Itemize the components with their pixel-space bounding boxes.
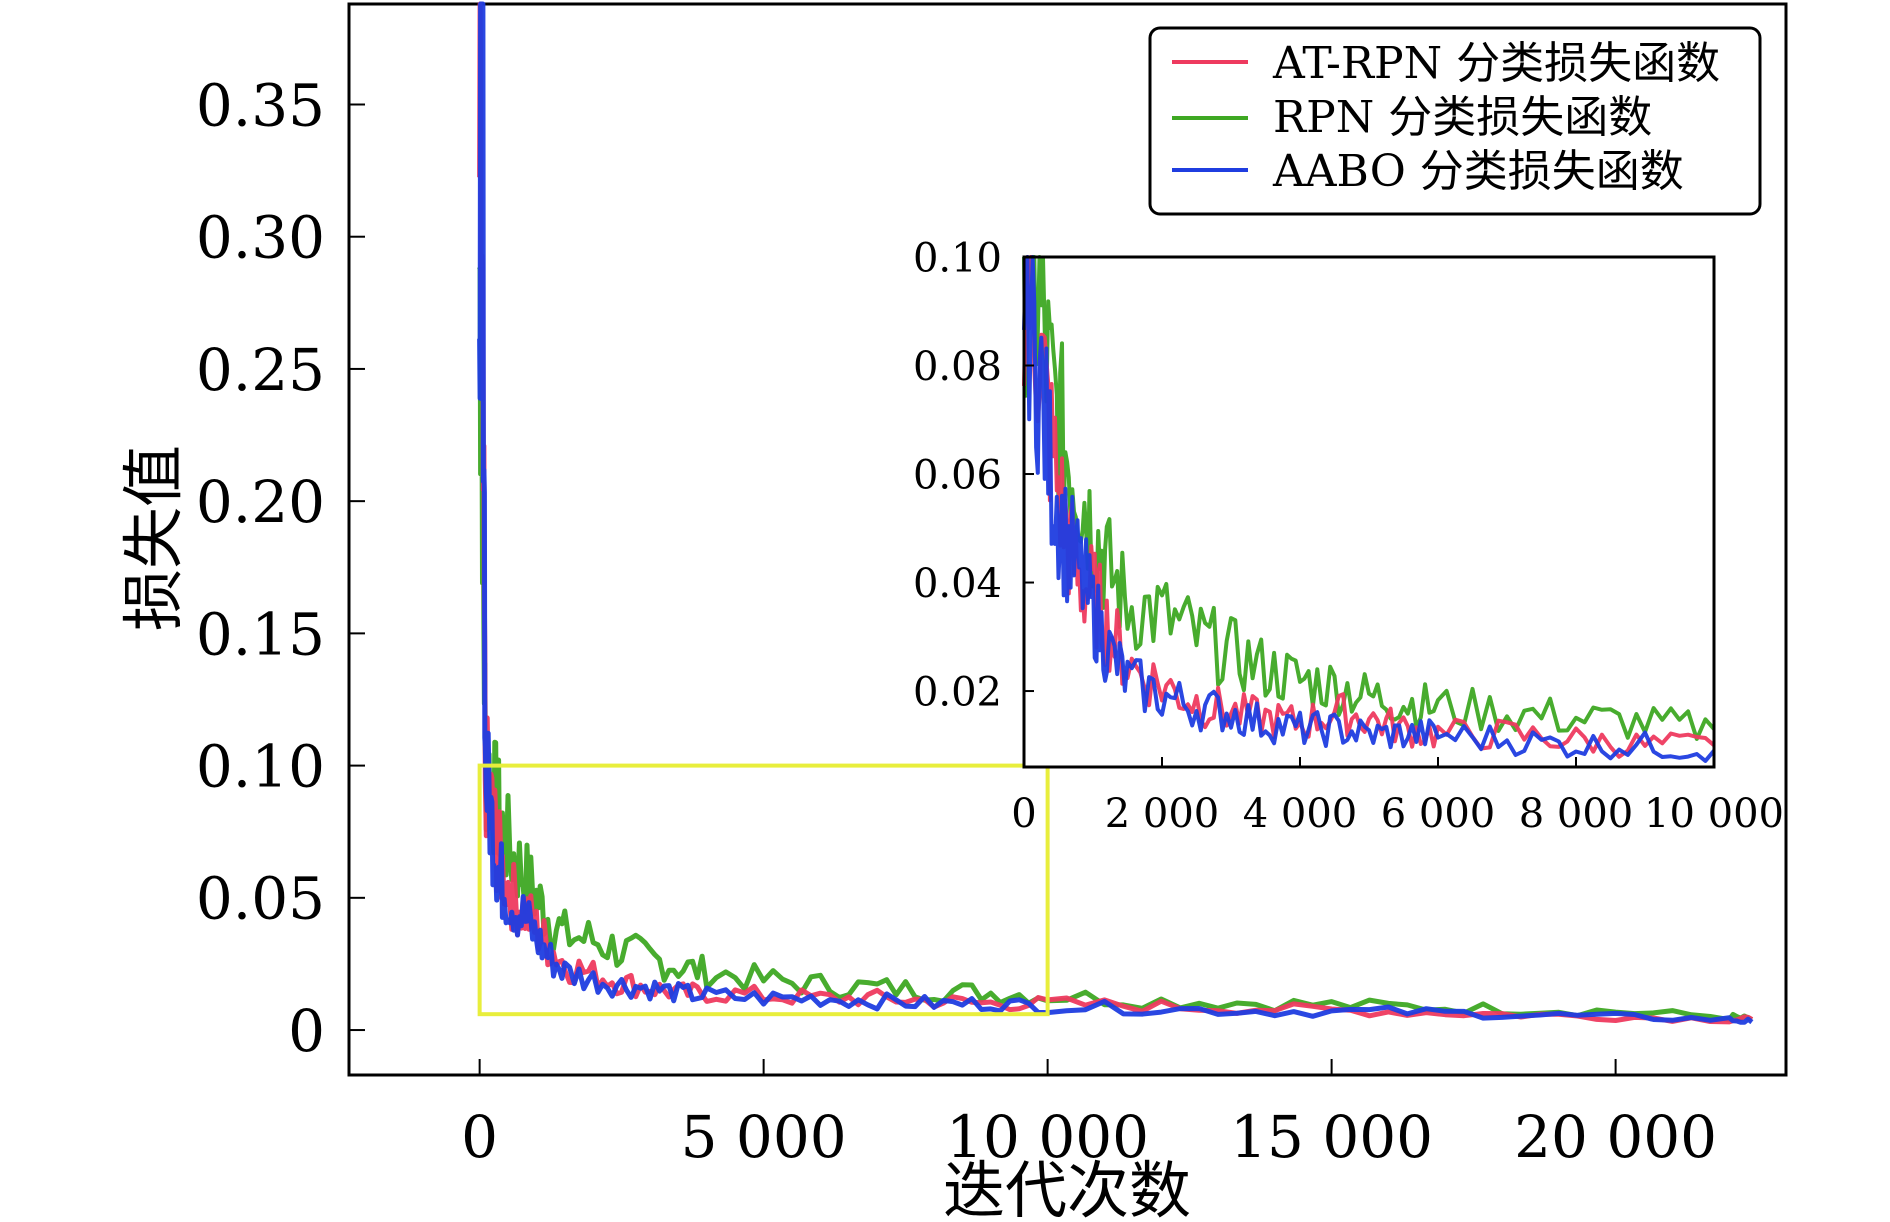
legend-label-rpn: RPN 分类损失函数 <box>1273 92 1652 143</box>
main-plot-frame <box>347 2 1788 1077</box>
inset-plot-background <box>1024 257 1714 767</box>
main-y-tick-label: 0.25 <box>196 336 325 404</box>
legend-label-aabo: AABO 分类损失函数 <box>1272 146 1684 197</box>
main-x-tick-label: 5 000 <box>681 1103 847 1171</box>
inset-x-tick-label: 10 000 <box>1644 791 1784 837</box>
main-series-line-2 <box>477 1 1754 1025</box>
inset-plot: 0 2 000 4 000 6 000 8 000 10 000 0.02 0.04 0.06 0… <box>913 235 1784 837</box>
inset-x-tick-label: 4 000 <box>1243 791 1358 837</box>
main-x-tick-label: 0 <box>461 1103 498 1171</box>
x-axis-title: 迭代次数 <box>943 1154 1191 1222</box>
inset-x-tick-label: 0 <box>1011 791 1036 837</box>
inset-x-tick-label: 8 000 <box>1519 791 1634 837</box>
inset-plot-frame <box>1022 255 1716 769</box>
main-y-tick-label: 0.30 <box>196 204 325 272</box>
inset-y-tick-label: 0.04 <box>913 561 1002 607</box>
main-x-tick-label: 10 000 <box>946 1103 1149 1171</box>
main-y-tick-label: 0.15 <box>196 600 325 668</box>
legend-label-at-rpn: AT-RPN 分类损失函数 <box>1272 38 1720 89</box>
inset-y-tick-label: 0.10 <box>913 235 1002 281</box>
inset-series-lines <box>1022 255 1716 763</box>
main-axis-ticks: 0 5 000 10 000 15 000 20 000 0 0.05 0.10 0.15 0.2… <box>196 71 1717 1171</box>
main-x-tick-label: 15 000 <box>1230 1103 1433 1171</box>
y-axis-title: 损失值 <box>117 445 190 631</box>
legend-box <box>1148 26 1762 216</box>
inset-y-tick-label: 0.02 <box>913 669 1002 715</box>
legend: AT-RPN 分类损失函数 RPN 分类损失函数 AABO 分类损失函数 <box>1148 26 1762 216</box>
main-y-tick-label: 0 <box>288 997 325 1065</box>
inset-axis-ticks: 0 2 000 4 000 6 000 8 000 10 000 0.02 0.04 0.06 0… <box>913 235 1784 837</box>
main-series-lines <box>477 1 1754 1025</box>
main-y-tick-label: 0.05 <box>196 865 325 933</box>
zoom-highlight-box <box>477 763 1050 1017</box>
main-x-tick-label: 20 000 <box>1514 1103 1717 1171</box>
inset-x-tick-label: 2 000 <box>1105 791 1220 837</box>
inset-y-tick-label: 0.06 <box>913 452 1002 498</box>
inset-series-line-2 <box>1022 255 1716 763</box>
main-y-tick-label: 0.20 <box>196 468 325 536</box>
inset-x-tick-label: 6 000 <box>1381 791 1496 837</box>
main-y-tick-label: 0.10 <box>196 732 325 800</box>
main-y-tick-label: 0.35 <box>196 71 325 139</box>
inset-y-tick-label: 0.08 <box>913 344 1002 390</box>
